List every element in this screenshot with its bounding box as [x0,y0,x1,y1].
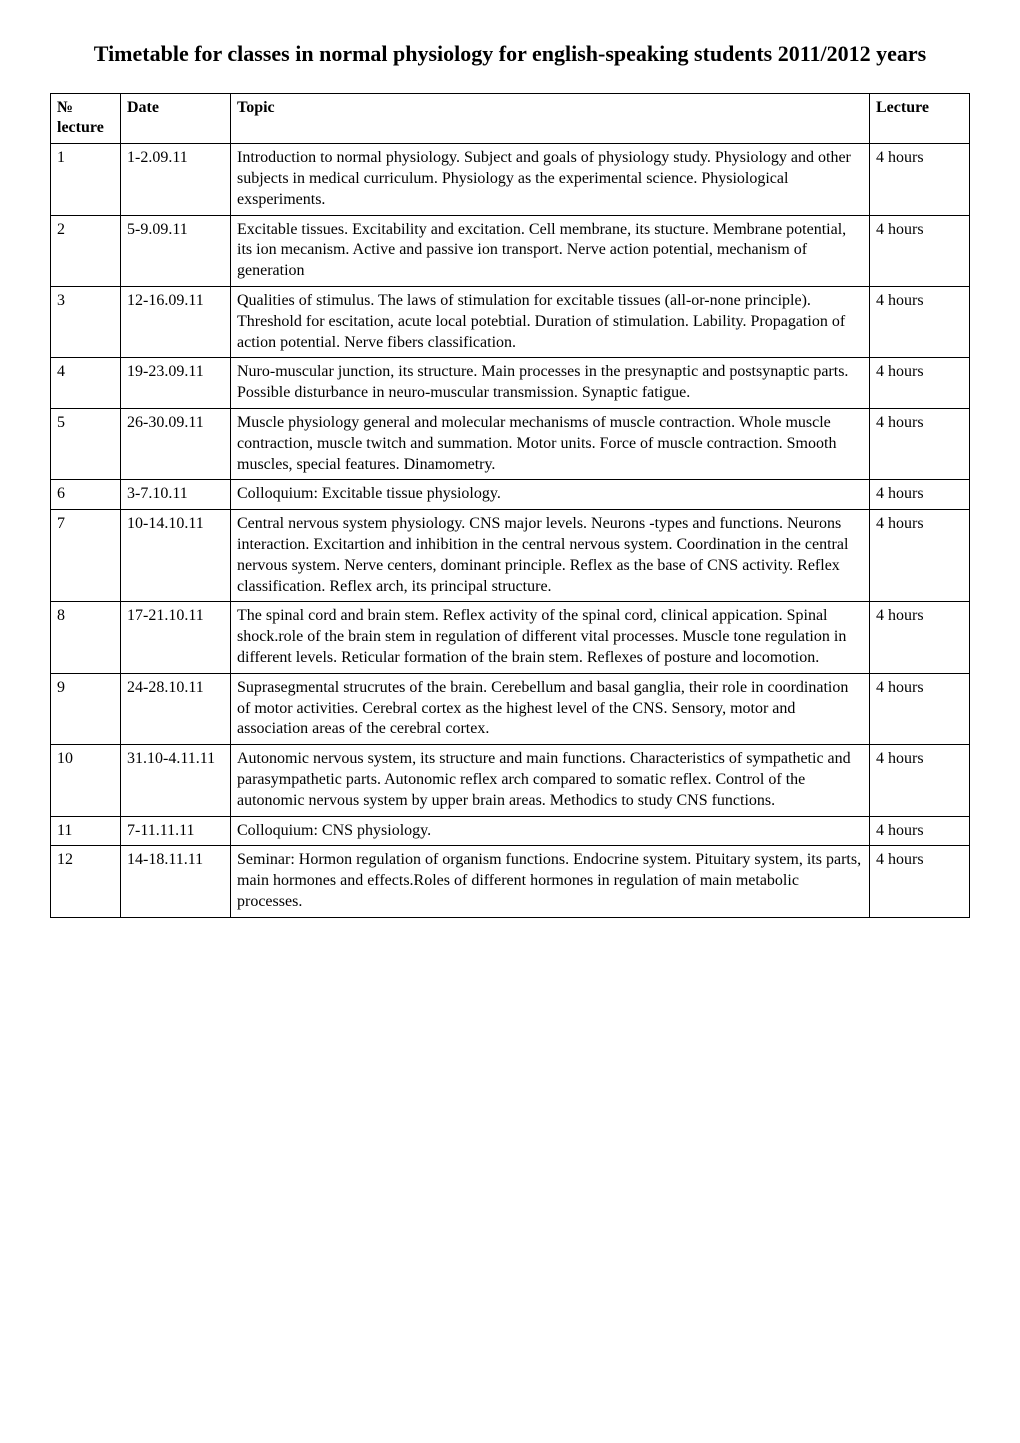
cell-topic: Qualities of stimulus. The laws of stimu… [231,286,870,357]
cell-topic: The spinal cord and brain stem. Reflex a… [231,602,870,673]
cell-topic: Autonomic nervous system, its structure … [231,745,870,816]
table-row: 12 14-18.11.11 Seminar: Hormon regulatio… [51,846,970,917]
cell-lecture: 4 hours [870,846,970,917]
cell-date: 12-16.09.11 [121,286,231,357]
cell-date: 3-7.10.11 [121,480,231,510]
cell-num: 1 [51,144,121,215]
cell-topic: Introduction to normal physiology. Subje… [231,144,870,215]
cell-num: 9 [51,673,121,744]
cell-date: 17-21.10.11 [121,602,231,673]
cell-lecture: 4 hours [870,286,970,357]
cell-lecture: 4 hours [870,144,970,215]
table-row: 3 12-16.09.11 Qualities of stimulus. The… [51,286,970,357]
cell-lecture: 4 hours [870,480,970,510]
cell-num: 10 [51,745,121,816]
cell-num: 12 [51,846,121,917]
cell-num: 6 [51,480,121,510]
table-row: 1 1-2.09.11 Introduction to normal physi… [51,144,970,215]
cell-date: 31.10-4.11.11 [121,745,231,816]
cell-num: 5 [51,408,121,479]
cell-lecture: 4 hours [870,602,970,673]
cell-topic: Seminar: Hormon regulation of organism f… [231,846,870,917]
cell-date: 19-23.09.11 [121,358,231,409]
cell-date: 5-9.09.11 [121,215,231,286]
cell-topic: Nuro-muscular junction, its structure. M… [231,358,870,409]
col-header-num: № lecture [51,93,121,144]
cell-lecture: 4 hours [870,510,970,602]
cell-date: 14-18.11.11 [121,846,231,917]
cell-date: 24-28.10.11 [121,673,231,744]
cell-date: 10-14.10.11 [121,510,231,602]
cell-topic: Excitable tissues. Excitability and exci… [231,215,870,286]
table-row: 11 7-11.11.11 Colloquium: CNS physiology… [51,816,970,846]
cell-lecture: 4 hours [870,816,970,846]
col-header-date: Date [121,93,231,144]
cell-date: 7-11.11.11 [121,816,231,846]
table-row: 10 31.10-4.11.11 Autonomic nervous syste… [51,745,970,816]
cell-lecture: 4 hours [870,673,970,744]
cell-num: 3 [51,286,121,357]
table-row: 6 3-7.10.11 Colloquium: Excitable tissue… [51,480,970,510]
cell-num: 2 [51,215,121,286]
cell-topic: Muscle physiology general and molecular … [231,408,870,479]
col-header-topic: Topic [231,93,870,144]
page-title: Timetable for classes in normal physiolo… [50,40,970,69]
cell-topic: Colloquium: CNS physiology. [231,816,870,846]
cell-date: 26-30.09.11 [121,408,231,479]
cell-num: 7 [51,510,121,602]
table-row: 9 24-28.10.11 Suprasegmental strucrutes … [51,673,970,744]
cell-num: 4 [51,358,121,409]
cell-topic: Central nervous system physiology. CNS m… [231,510,870,602]
table-row: 8 17-21.10.11 The spinal cord and brain … [51,602,970,673]
table-row: 7 10-14.10.11 Central nervous system phy… [51,510,970,602]
table-row: 5 26-30.09.11 Muscle physiology general … [51,408,970,479]
cell-num: 11 [51,816,121,846]
table-row: 2 5-9.09.11 Excitable tissues. Excitabil… [51,215,970,286]
table-row: 4 19-23.09.11 Nuro-muscular junction, it… [51,358,970,409]
cell-lecture: 4 hours [870,358,970,409]
cell-topic: Suprasegmental strucrutes of the brain. … [231,673,870,744]
cell-num: 8 [51,602,121,673]
cell-lecture: 4 hours [870,215,970,286]
timetable: № lecture Date Topic Lecture 1 1-2.09.11… [50,93,970,918]
cell-lecture: 4 hours [870,745,970,816]
cell-lecture: 4 hours [870,408,970,479]
table-body: 1 1-2.09.11 Introduction to normal physi… [51,144,970,918]
col-header-lecture: Lecture [870,93,970,144]
cell-date: 1-2.09.11 [121,144,231,215]
cell-topic: Colloquium: Excitable tissue physiology. [231,480,870,510]
table-header-row: № lecture Date Topic Lecture [51,93,970,144]
